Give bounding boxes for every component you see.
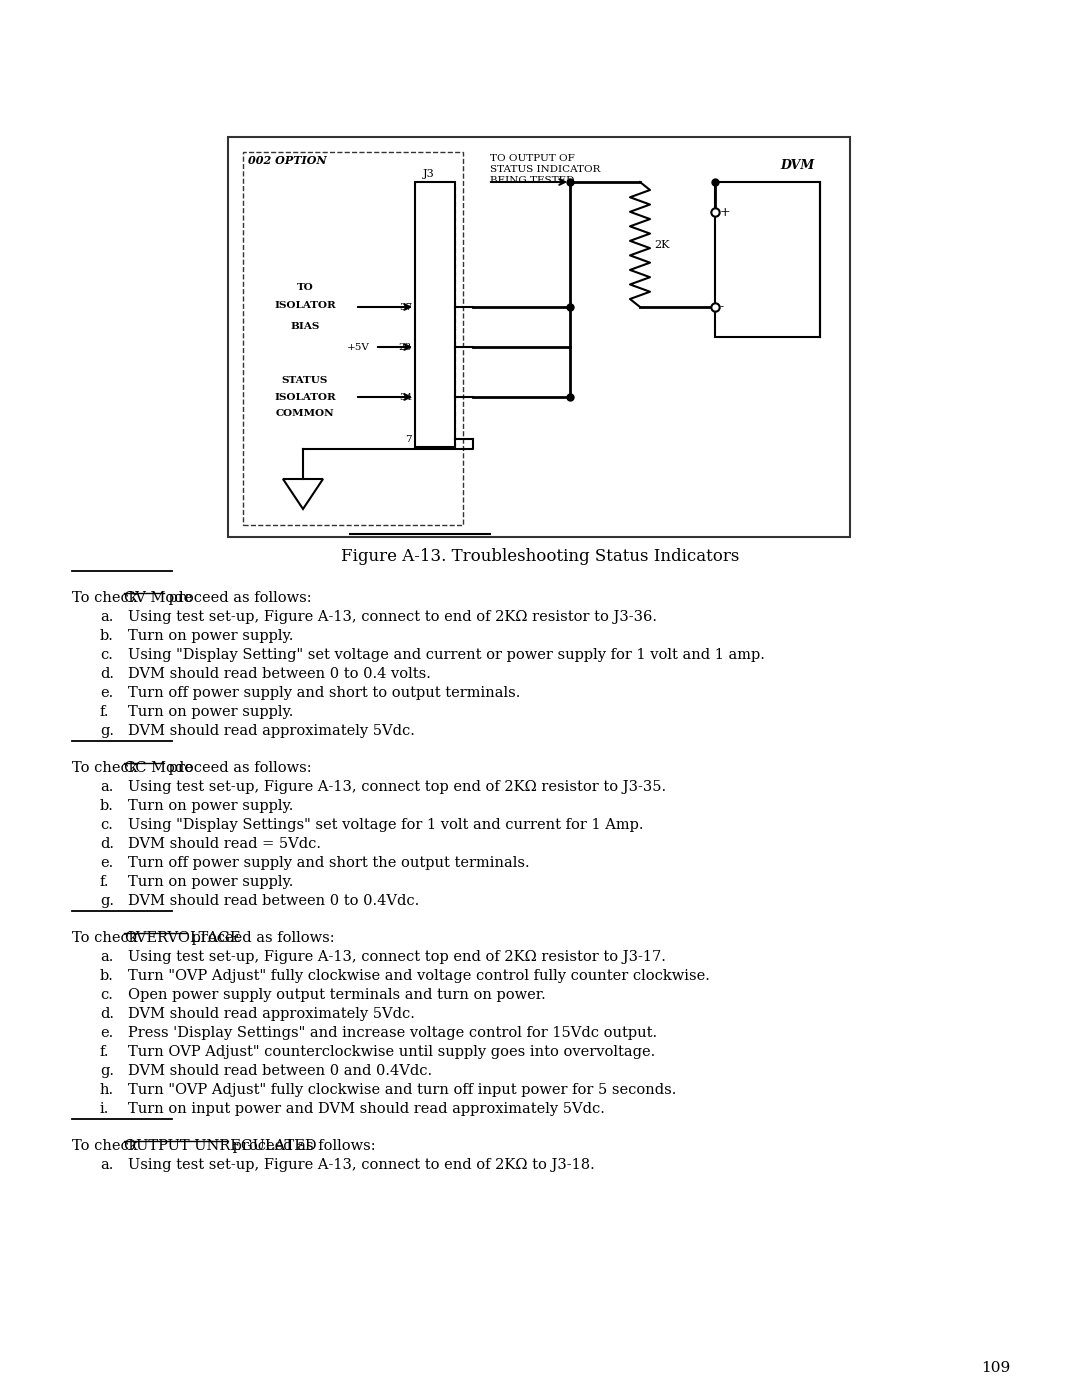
Text: DVM should read between 0 to 0.4 volts.: DVM should read between 0 to 0.4 volts.: [129, 666, 431, 680]
Text: g.: g.: [100, 1065, 114, 1078]
Text: To check: To check: [72, 930, 143, 944]
Text: STATUS INDICATOR: STATUS INDICATOR: [490, 165, 600, 175]
Text: d.: d.: [100, 1007, 114, 1021]
Text: Turn on power supply.: Turn on power supply.: [129, 875, 294, 888]
Text: Using "Display Setting" set voltage and current or power supply for 1 volt and 1: Using "Display Setting" set voltage and …: [129, 648, 765, 662]
Text: Turn on power supply.: Turn on power supply.: [129, 799, 294, 813]
Text: d.: d.: [100, 837, 114, 851]
Text: b.: b.: [100, 970, 113, 983]
Text: g.: g.: [100, 724, 114, 738]
Text: b.: b.: [100, 629, 113, 643]
Text: Press 'Display Settings" and increase voltage control for 15Vdc output.: Press 'Display Settings" and increase vo…: [129, 1025, 657, 1039]
Text: f.: f.: [100, 705, 109, 719]
Text: c.: c.: [100, 648, 113, 662]
Text: c.: c.: [100, 988, 113, 1002]
Text: -: -: [720, 300, 724, 313]
Text: Turn "OVP Adjust" fully clockwise and turn off input power for 5 seconds.: Turn "OVP Adjust" fully clockwise and tu…: [129, 1083, 676, 1097]
Text: proceed as follows:: proceed as follows:: [164, 591, 312, 605]
Text: e.: e.: [100, 686, 113, 700]
Text: DVM should read approximately 5Vdc.: DVM should read approximately 5Vdc.: [129, 1007, 415, 1021]
Text: proceed as follows:: proceed as follows:: [164, 761, 312, 775]
Text: Using test set-up, Figure A-13, connect to end of 2KΩ resistor to J3-36.: Using test set-up, Figure A-13, connect …: [129, 610, 657, 624]
Text: Using test set-up, Figure A-13, connect top end of 2KΩ resistor to J3-17.: Using test set-up, Figure A-13, connect …: [129, 950, 666, 964]
Text: 002 OPTION: 002 OPTION: [248, 155, 326, 166]
Text: To check: To check: [72, 761, 143, 775]
Text: f.: f.: [100, 875, 109, 888]
Text: DVM should read = 5Vdc.: DVM should read = 5Vdc.: [129, 837, 321, 851]
Text: a.: a.: [100, 610, 113, 624]
Text: Turn OVP Adjust" counterclockwise until supply goes into overvoltage.: Turn OVP Adjust" counterclockwise until …: [129, 1045, 656, 1059]
Text: Turn off power supply and short the output terminals.: Turn off power supply and short the outp…: [129, 856, 529, 870]
Text: OVERVOLTAGE: OVERVOLTAGE: [124, 930, 241, 944]
Text: DVM should read approximately 5Vdc.: DVM should read approximately 5Vdc.: [129, 724, 415, 738]
Text: c.: c.: [100, 819, 113, 833]
Text: proceed as follows:: proceed as follows:: [228, 1139, 375, 1153]
Text: a.: a.: [100, 1158, 113, 1172]
Text: g.: g.: [100, 894, 114, 908]
Text: Turn on power supply.: Turn on power supply.: [129, 629, 294, 643]
Text: Turn on input power and DVM should read approximately 5Vdc.: Turn on input power and DVM should read …: [129, 1102, 605, 1116]
Text: Using "Display Settings" set voltage for 1 volt and current for 1 Amp.: Using "Display Settings" set voltage for…: [129, 819, 644, 833]
Text: 109: 109: [981, 1361, 1010, 1375]
Text: TO: TO: [297, 284, 313, 292]
Text: f.: f.: [100, 1045, 109, 1059]
Text: ISOLATOR: ISOLATOR: [274, 393, 336, 401]
Text: 37: 37: [399, 303, 411, 312]
Text: a.: a.: [100, 950, 113, 964]
Text: DVM should read between 0 to 0.4Vdc.: DVM should read between 0 to 0.4Vdc.: [129, 894, 419, 908]
Text: 7: 7: [405, 434, 411, 443]
Text: STATUS: STATUS: [282, 376, 328, 386]
Text: BEING TESTED: BEING TESTED: [490, 176, 575, 184]
Text: e.: e.: [100, 1025, 113, 1039]
Bar: [715, 182, 820, 337]
Text: COMMON: COMMON: [275, 409, 335, 418]
Text: Turn off power supply and short to output terminals.: Turn off power supply and short to outpu…: [129, 686, 521, 700]
Text: CV Mode: CV Mode: [124, 591, 192, 605]
Text: DVM: DVM: [781, 159, 815, 172]
Text: TO OUTPUT OF: TO OUTPUT OF: [490, 154, 575, 163]
Text: Open power supply output terminals and turn on power.: Open power supply output terminals and t…: [129, 988, 545, 1002]
Bar: [228, 137, 850, 536]
Text: h.: h.: [100, 1083, 114, 1097]
Text: ISOLATOR: ISOLATOR: [274, 300, 336, 310]
Text: 2K: 2K: [654, 239, 670, 250]
Bar: [415, 182, 455, 447]
Text: BIAS: BIAS: [291, 321, 320, 331]
Text: a.: a.: [100, 780, 113, 793]
Text: To check: To check: [72, 591, 143, 605]
Text: OUTPUT UNREGULATED: OUTPUT UNREGULATED: [124, 1139, 316, 1153]
Text: e.: e.: [100, 856, 113, 870]
Text: Using test set-up, Figure A-13, connect to end of 2KΩ to J3-18.: Using test set-up, Figure A-13, connect …: [129, 1158, 595, 1172]
Text: i.: i.: [100, 1102, 109, 1116]
Text: CC Mode: CC Mode: [124, 761, 192, 775]
Text: Turn on power supply.: Turn on power supply.: [129, 705, 294, 719]
Text: +5V: +5V: [347, 342, 370, 352]
Text: Figure A-13. Troubleshooting Status Indicators: Figure A-13. Troubleshooting Status Indi…: [341, 548, 739, 564]
Text: 34: 34: [399, 393, 411, 401]
Text: d.: d.: [100, 666, 114, 680]
Text: J3: J3: [423, 169, 435, 179]
Text: Using test set-up, Figure A-13, connect top end of 2KΩ resistor to J3-35.: Using test set-up, Figure A-13, connect …: [129, 780, 666, 793]
Text: DVM should read between 0 and 0.4Vdc.: DVM should read between 0 and 0.4Vdc.: [129, 1065, 432, 1078]
Text: 23: 23: [399, 342, 411, 352]
Text: proceed as follows:: proceed as follows:: [187, 930, 335, 944]
Text: +: +: [720, 205, 731, 218]
Text: Turn "OVP Adjust" fully clockwise and voltage control fully counter clockwise.: Turn "OVP Adjust" fully clockwise and vo…: [129, 970, 710, 983]
Text: b.: b.: [100, 799, 113, 813]
Text: To check: To check: [72, 1139, 143, 1153]
